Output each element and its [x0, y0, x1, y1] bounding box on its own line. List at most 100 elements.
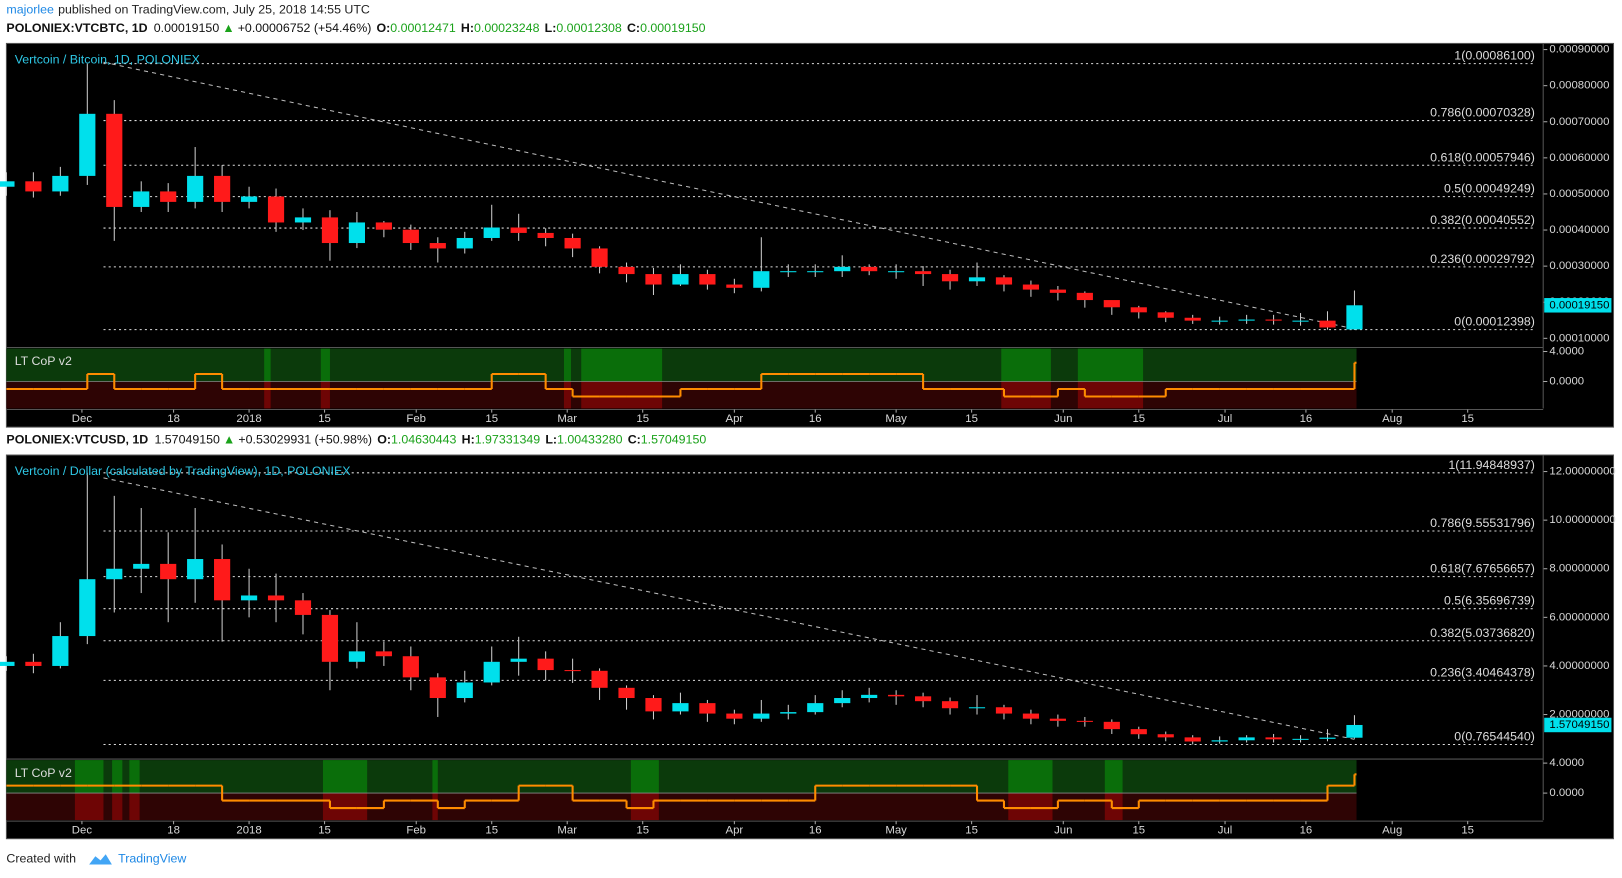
indicator-highlight-bear [129, 793, 140, 821]
indicator-highlight-bear [1008, 793, 1053, 821]
y-tick-label: 0.00040000 [1549, 224, 1609, 236]
symbol: POLONIEX:VTCUSD, 1D [6, 433, 148, 447]
candle-body [753, 713, 770, 719]
candle-body [915, 696, 932, 702]
candle-body [1130, 307, 1147, 313]
indicator-highlight-bull [264, 348, 271, 382]
plot-area: 1(11.94848937) 0.786(9.55531796) 0.618(7.6… [0, 458, 1535, 746]
candle-body [1130, 729, 1147, 735]
x-tick-label: 18 [167, 413, 180, 425]
ohlc-key: O: [377, 21, 391, 35]
chart-title: Vertcoin / Bitcoin, 1D, POLONIEX [15, 52, 200, 66]
y-tick-label: 0.00030000 [1549, 260, 1609, 272]
candle-body [0, 661, 15, 666]
candle-body [995, 707, 1013, 714]
ohlc-key: L: [545, 433, 557, 447]
candle-body [267, 196, 285, 223]
candle-body [1049, 718, 1066, 721]
candle-body [834, 698, 851, 704]
last-price-box [1544, 717, 1612, 733]
candle-body [25, 661, 42, 666]
symbol: POLONIEX:VTCBTC, 1D [6, 21, 147, 35]
quote-line: POLONIEX:VTCUSD, 1D 1.57049150 ▲ +0.5302993… [6, 433, 706, 447]
fib-label: 0.786(0.00070328) [1430, 106, 1535, 120]
x-tick-label: 15 [485, 824, 498, 836]
x-tick-label: 15 [636, 413, 649, 425]
indicator-highlight-bull [581, 348, 663, 382]
candle-body [133, 563, 150, 569]
x-tick-label: May [885, 824, 907, 836]
candle-body [267, 595, 285, 601]
indicator-highlight-bear [112, 793, 123, 821]
fib-label: 0(0.76544540) [1454, 730, 1535, 744]
fib-label: 0.236(3.40464378) [1430, 665, 1535, 679]
candle-body [591, 670, 608, 688]
candle-body [240, 595, 258, 601]
candle-body [375, 222, 392, 230]
candle-body [1319, 320, 1336, 328]
candle-body [915, 271, 932, 275]
indicator-highlight-bull [320, 348, 330, 382]
candle-body [456, 682, 473, 699]
indicator-highlight-bull [1077, 348, 1144, 382]
candle-body [214, 175, 231, 202]
brand-logo [89, 854, 112, 865]
brand: TradingView [118, 852, 186, 866]
x-tick-label: Apr [726, 824, 744, 836]
candle-body [429, 243, 446, 249]
indicator-highlight-bull [112, 760, 123, 794]
y-tick-label: 0.00090000 [1549, 44, 1609, 56]
indicator-highlight-bull [630, 760, 659, 794]
ohlc-value: 1.00433280 [557, 433, 623, 447]
x-tick-label: 2018 [236, 824, 261, 836]
x-tick-label: Feb [406, 824, 426, 836]
candle-body [726, 713, 743, 719]
candle-body [618, 266, 635, 275]
indicator-highlight-bull [129, 760, 140, 794]
indicator-highlight-bear [320, 381, 330, 409]
candle-body [941, 274, 959, 282]
ohlc-value: 1.04630443 [391, 433, 457, 447]
indicator-y-tick-label: 0.0000 [1549, 376, 1584, 388]
candle-body [861, 266, 878, 272]
last-price-label: 0.00019150 [1549, 299, 1609, 311]
candle-body [1184, 317, 1201, 321]
candle-body [429, 677, 446, 699]
candle-body [79, 113, 96, 176]
x-tick-label: 15 [636, 824, 649, 836]
candle-body [456, 237, 473, 249]
x-tick-label: 16 [809, 413, 822, 425]
indicator-highlight-bear [74, 793, 104, 821]
candle-body [52, 636, 69, 666]
change: +0.00006752 (+54.46%) [238, 21, 372, 35]
x-tick-label: Dec [72, 413, 93, 425]
candle-body [699, 274, 716, 285]
x-tick-label: 15 [1132, 824, 1145, 836]
candle-body [1022, 284, 1040, 290]
indicator-highlight-bear [1077, 381, 1144, 409]
candle-body [375, 651, 392, 657]
x-tick-label: 15 [485, 413, 498, 425]
candle-body [1157, 734, 1174, 738]
x-tick-label: 15 [1132, 413, 1145, 425]
indicator-highlight-bear [1001, 381, 1051, 409]
candle-body [160, 191, 177, 202]
candle-body [861, 694, 878, 699]
x-tick-label: 15 [965, 413, 978, 425]
candle-body [1211, 740, 1228, 742]
y-tick-label: 10.00000000 [1549, 514, 1615, 526]
ohlc-value: 1.57049150 [641, 433, 707, 447]
candle-body [79, 579, 96, 637]
x-tick-label: 16 [1300, 824, 1313, 836]
candle-body [1022, 713, 1040, 719]
indicator-highlight-bull [1008, 760, 1053, 794]
candle-body [1157, 312, 1174, 318]
fib-label: 0.382(5.03736820) [1430, 626, 1535, 640]
x-tick-label: Jun [1054, 824, 1072, 836]
candle-body [1211, 320, 1228, 322]
candle-body [240, 196, 258, 202]
ohlc-value: 1.97331349 [475, 433, 541, 447]
chart-title: Vertcoin / Dollar (calculated by Trading… [15, 464, 351, 478]
fib-label: 0.382(0.00040552) [1430, 213, 1535, 227]
